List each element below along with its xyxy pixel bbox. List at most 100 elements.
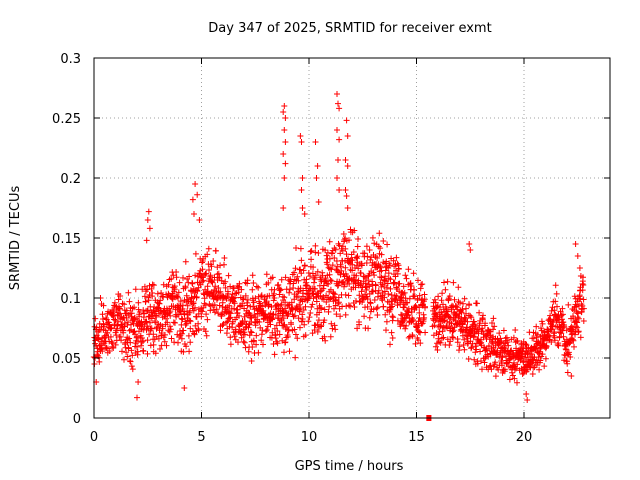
data-point <box>162 331 168 338</box>
data-point <box>249 344 256 350</box>
data-point <box>256 319 263 325</box>
data-point <box>556 334 563 341</box>
data-point <box>153 313 160 320</box>
data-point <box>290 280 297 287</box>
data-point <box>271 286 278 293</box>
data-point <box>274 340 281 347</box>
data-point <box>575 310 582 317</box>
data-point <box>336 187 343 193</box>
data-point <box>366 314 373 321</box>
data-point <box>481 359 488 366</box>
data-point <box>310 264 317 271</box>
data-point <box>461 346 468 353</box>
data-point <box>286 289 293 296</box>
data-point <box>387 262 393 269</box>
data-point <box>315 250 322 256</box>
data-point <box>212 247 219 254</box>
data-point <box>187 325 194 332</box>
data-point <box>382 311 389 318</box>
data-point <box>376 230 383 237</box>
data-point <box>320 282 327 289</box>
data-point <box>208 263 215 270</box>
data-point <box>286 286 293 293</box>
data-point <box>295 277 302 284</box>
data-point <box>417 340 424 347</box>
data-point <box>181 385 188 391</box>
data-point <box>336 105 343 112</box>
data-point <box>432 299 439 306</box>
data-point <box>393 293 400 299</box>
data-point <box>297 245 304 252</box>
data-point <box>301 321 308 328</box>
data-point <box>529 371 536 377</box>
data-point <box>512 327 519 333</box>
data-point <box>361 250 368 257</box>
data-point <box>268 315 275 322</box>
data-point <box>439 328 446 335</box>
data-point <box>210 258 217 264</box>
data-point <box>343 251 350 258</box>
x-tick-label: 15 <box>408 430 425 445</box>
data-point <box>146 225 153 232</box>
data-point <box>282 115 289 121</box>
data-point <box>204 251 211 258</box>
data-point <box>145 208 152 215</box>
data-point <box>144 307 151 314</box>
data-point <box>268 304 275 310</box>
data-point <box>244 296 251 303</box>
data-point <box>509 369 516 376</box>
data-point <box>299 175 306 181</box>
data-point <box>552 282 559 289</box>
data-point <box>464 324 471 331</box>
data-point <box>456 347 462 354</box>
data-point <box>342 311 349 318</box>
data-point <box>307 310 314 316</box>
data-point <box>383 327 389 334</box>
data-point <box>344 133 351 139</box>
data-point <box>406 295 413 302</box>
data-point <box>342 187 349 193</box>
data-point <box>173 269 180 275</box>
data-point <box>323 252 330 259</box>
data-point <box>258 337 265 344</box>
data-point <box>143 318 150 325</box>
data-point <box>241 339 248 346</box>
data-point <box>193 294 200 301</box>
data-point <box>252 295 259 302</box>
data-point <box>374 304 381 311</box>
data-point <box>356 319 362 325</box>
data-point <box>456 343 463 350</box>
data-point <box>120 327 127 334</box>
data-point <box>524 397 531 403</box>
data-point <box>400 291 407 298</box>
y-tick-label: 0.3 <box>60 52 81 67</box>
data-point <box>565 301 572 308</box>
data-point <box>191 331 198 338</box>
data-point <box>183 292 190 299</box>
data-point <box>509 372 516 379</box>
data-point <box>241 313 248 320</box>
data-point <box>312 249 319 256</box>
data-point <box>213 306 220 313</box>
data-point <box>383 318 390 325</box>
data-point <box>322 247 329 254</box>
data-point <box>335 294 342 301</box>
data-point <box>231 333 238 340</box>
data-point <box>187 339 194 346</box>
data-point <box>446 342 453 349</box>
data-point <box>389 301 396 308</box>
data-point <box>116 305 122 311</box>
data-point <box>132 286 139 293</box>
data-point <box>221 261 227 268</box>
data-point <box>144 337 151 344</box>
data-point <box>574 253 581 259</box>
data-point <box>569 336 576 343</box>
data-point <box>580 318 587 324</box>
data-point <box>299 316 306 322</box>
data-point <box>93 324 100 331</box>
data-point <box>239 300 246 307</box>
data-point <box>327 265 333 272</box>
data-point <box>292 331 299 338</box>
data-point <box>468 344 475 351</box>
